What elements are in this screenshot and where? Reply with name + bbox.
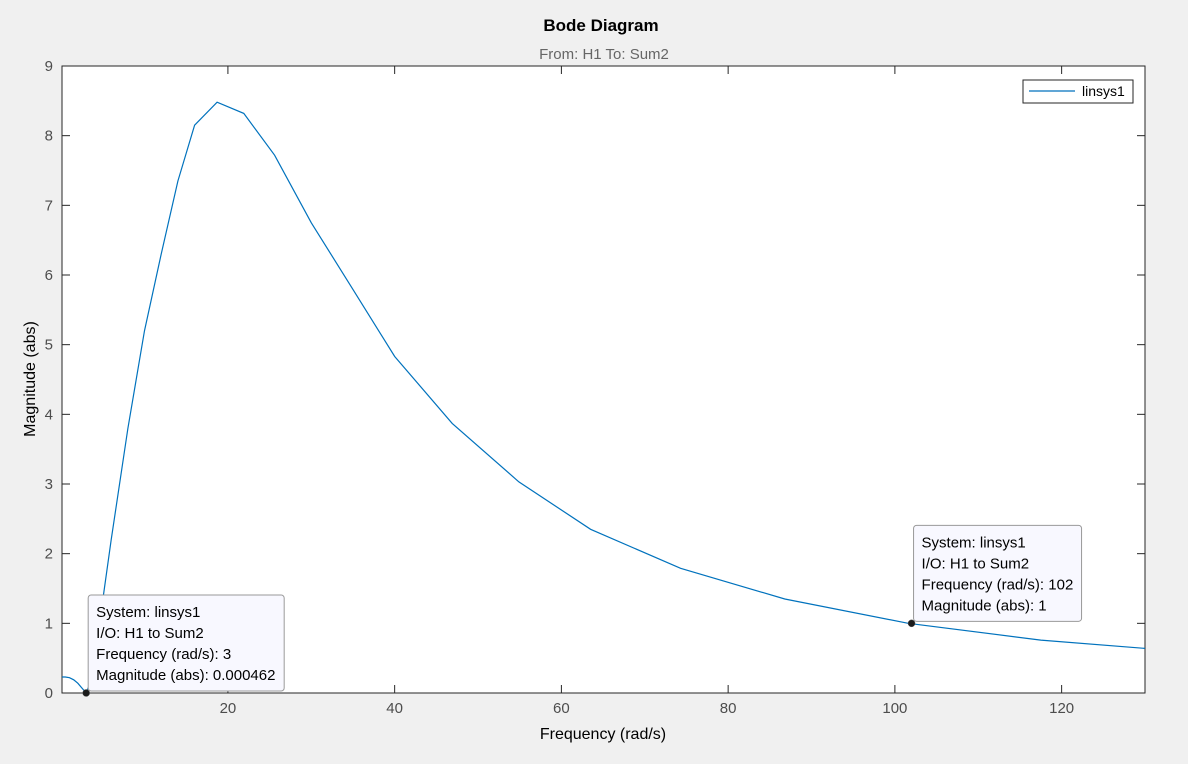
legend-box bbox=[1022, 79, 1134, 104]
series-layer bbox=[62, 101, 1145, 693]
chart-title: Bode Diagram bbox=[543, 16, 658, 35]
datatip-box bbox=[87, 594, 285, 692]
y-tick-label: 2 bbox=[45, 546, 53, 563]
x-tick-label: 100 bbox=[882, 700, 907, 717]
x-tick-label: 120 bbox=[1049, 700, 1074, 717]
datatip-line: Frequency (rad/s): 3 bbox=[96, 646, 231, 663]
x-axis-ticks: 20 40 60 80 100 120 bbox=[220, 66, 1074, 717]
y-tick-label: 8 bbox=[45, 128, 53, 145]
datatip-line: Frequency (rad/s): 102 bbox=[922, 576, 1074, 593]
y-tick-label: 1 bbox=[45, 615, 53, 632]
series-line-linsys1[interactable] bbox=[62, 101, 1145, 693]
y-tick-label: 7 bbox=[45, 197, 53, 214]
datatip-line: Magnitude (abs): 1 bbox=[922, 597, 1047, 614]
x-tick-label: 80 bbox=[720, 700, 737, 717]
datatip-line: Magnitude (abs): 0.000462 bbox=[96, 667, 275, 684]
y-tick-label: 6 bbox=[45, 267, 53, 284]
chart-subtitle: From: H1 To: Sum2 bbox=[539, 46, 669, 63]
legend[interactable]: linsys1 bbox=[1022, 79, 1134, 104]
x-tick-label: 20 bbox=[220, 700, 237, 717]
datatip[interactable]: System: linsys1 I/O: H1 to Sum2 Frequency … bbox=[87, 594, 285, 692]
datatip-line: I/O: H1 to Sum2 bbox=[96, 625, 204, 642]
datatip[interactable]: System: linsys1 I/O: H1 to Sum2 Frequency … bbox=[913, 524, 1083, 622]
x-tick-label: 40 bbox=[386, 700, 403, 717]
legend-entry-label: linsys1 bbox=[1082, 83, 1125, 99]
y-tick-label: 0 bbox=[45, 685, 53, 702]
y-tick-label: 5 bbox=[45, 337, 53, 354]
y-axis-label: Magnitude (abs) bbox=[22, 321, 39, 437]
datatip-box bbox=[913, 524, 1083, 622]
y-tick-label: 3 bbox=[45, 476, 53, 493]
x-axis-label: Frequency (rad/s) bbox=[540, 726, 666, 743]
y-tick-label: 4 bbox=[45, 406, 53, 423]
datatip-line: System: linsys1 bbox=[96, 604, 200, 621]
datatip-line: System: linsys1 bbox=[922, 534, 1026, 551]
y-tick-label: 9 bbox=[45, 58, 53, 75]
y-axis-ticks: 0 1 2 3 4 5 6 7 8 9 bbox=[45, 58, 1145, 702]
datatip-marker[interactable] bbox=[907, 619, 916, 628]
datatip-marker[interactable] bbox=[82, 689, 90, 697]
datatip-line: I/O: H1 to Sum2 bbox=[922, 555, 1030, 572]
datatip-markers bbox=[82, 619, 916, 697]
datatip-layer: System: linsys1 I/O: H1 to Sum2 Frequency … bbox=[87, 524, 1083, 692]
x-tick-label: 60 bbox=[553, 700, 570, 717]
